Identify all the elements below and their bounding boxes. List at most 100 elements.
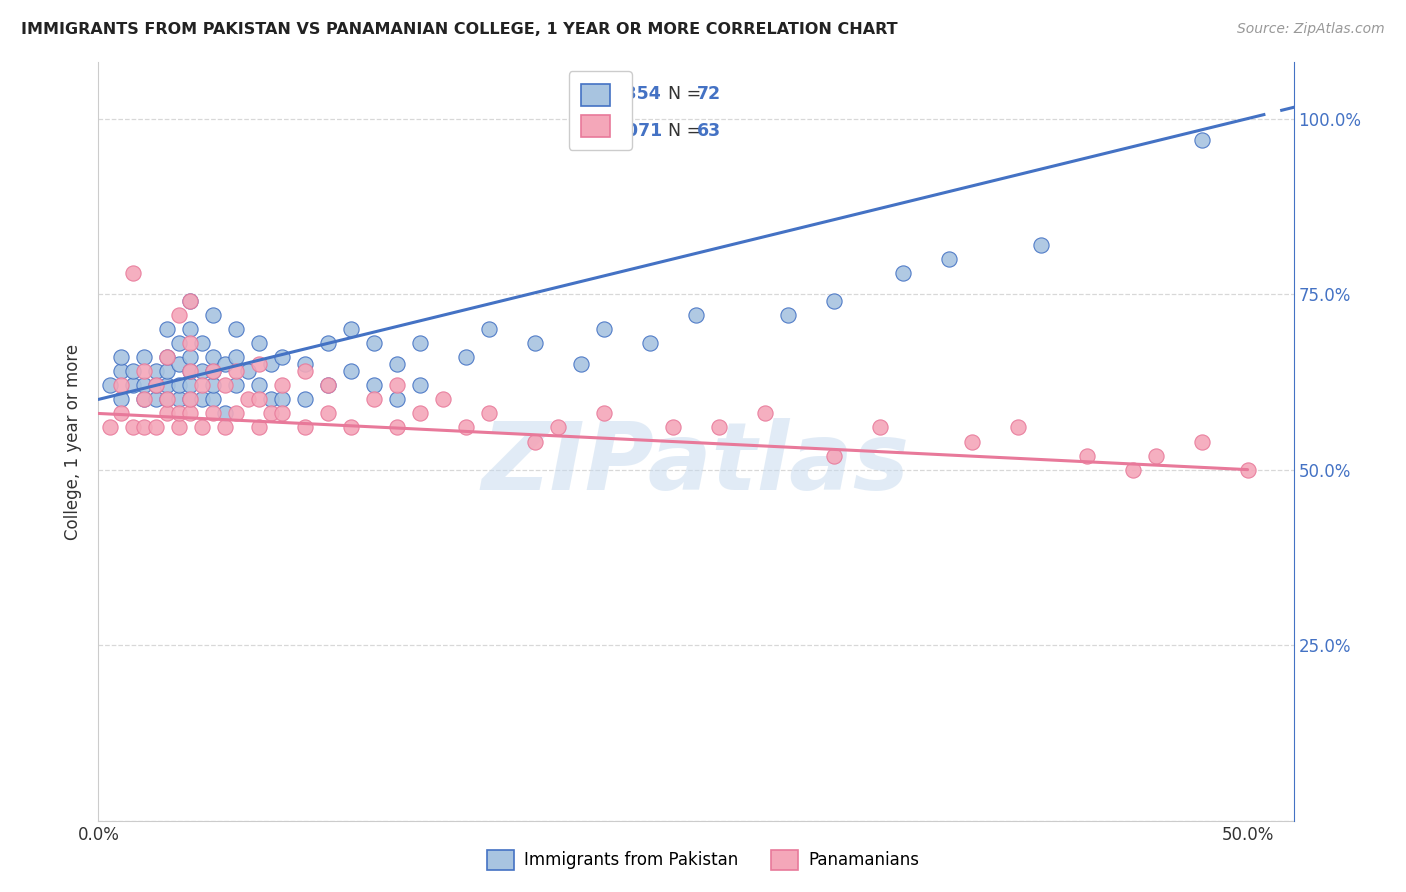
Point bbox=[456, 351, 478, 365]
Point bbox=[214, 378, 236, 392]
Point bbox=[179, 336, 201, 351]
Point bbox=[363, 336, 385, 351]
Point bbox=[294, 357, 316, 371]
Point bbox=[236, 392, 259, 407]
Point bbox=[316, 407, 339, 421]
Point bbox=[202, 364, 225, 378]
Point bbox=[191, 420, 214, 434]
Point bbox=[179, 351, 201, 365]
Point bbox=[134, 364, 156, 378]
Legend: Immigrants from Pakistan, Panamanians: Immigrants from Pakistan, Panamanians bbox=[481, 843, 925, 877]
Point bbox=[271, 407, 294, 421]
Point bbox=[179, 294, 201, 309]
Point bbox=[145, 378, 167, 392]
Point bbox=[122, 266, 145, 280]
Point bbox=[179, 294, 201, 309]
Point bbox=[134, 392, 156, 407]
Point bbox=[1236, 462, 1258, 476]
Point bbox=[1191, 133, 1213, 147]
Point bbox=[823, 294, 845, 309]
Point bbox=[432, 392, 454, 407]
Text: -0.071: -0.071 bbox=[600, 121, 662, 140]
Point bbox=[134, 378, 156, 392]
Point bbox=[316, 378, 339, 392]
Text: 72: 72 bbox=[697, 86, 721, 103]
Point bbox=[1007, 420, 1029, 434]
Point bbox=[524, 434, 547, 449]
Point bbox=[110, 351, 132, 365]
Point bbox=[685, 308, 707, 322]
Point bbox=[214, 407, 236, 421]
Point bbox=[179, 322, 201, 336]
Point bbox=[225, 322, 247, 336]
Point bbox=[134, 392, 156, 407]
Point bbox=[167, 357, 190, 371]
Point bbox=[202, 364, 225, 378]
Point bbox=[409, 336, 432, 351]
Point bbox=[294, 364, 316, 378]
Point bbox=[202, 407, 225, 421]
Point bbox=[156, 364, 179, 378]
Point bbox=[340, 420, 363, 434]
Point bbox=[110, 392, 132, 407]
Point bbox=[593, 322, 616, 336]
Point bbox=[110, 407, 132, 421]
Point bbox=[202, 351, 225, 365]
Point bbox=[340, 322, 363, 336]
Point bbox=[191, 336, 214, 351]
Text: ZIPatlas: ZIPatlas bbox=[482, 418, 910, 510]
Point bbox=[145, 378, 167, 392]
Point bbox=[1029, 238, 1052, 252]
Point bbox=[167, 308, 190, 322]
Point bbox=[271, 392, 294, 407]
Point bbox=[167, 407, 190, 421]
Point bbox=[202, 308, 225, 322]
Point bbox=[478, 322, 501, 336]
Point bbox=[156, 407, 179, 421]
Point bbox=[707, 420, 730, 434]
Point bbox=[225, 378, 247, 392]
Point bbox=[156, 322, 179, 336]
Point bbox=[1144, 449, 1167, 463]
Point bbox=[247, 336, 270, 351]
Point bbox=[385, 392, 409, 407]
Point bbox=[1122, 462, 1144, 476]
Point bbox=[156, 392, 179, 407]
Point bbox=[271, 378, 294, 392]
Point bbox=[98, 420, 121, 434]
Point bbox=[260, 357, 283, 371]
Point bbox=[754, 407, 776, 421]
Point bbox=[179, 392, 201, 407]
Text: N =: N = bbox=[657, 86, 706, 103]
Point bbox=[960, 434, 983, 449]
Point bbox=[122, 420, 145, 434]
Point bbox=[869, 420, 891, 434]
Point bbox=[456, 420, 478, 434]
Point bbox=[122, 364, 145, 378]
Point bbox=[547, 420, 569, 434]
Point bbox=[316, 378, 339, 392]
Point bbox=[98, 378, 121, 392]
Point bbox=[167, 392, 190, 407]
Point bbox=[179, 378, 201, 392]
Point bbox=[191, 364, 214, 378]
Point bbox=[225, 351, 247, 365]
Point bbox=[316, 336, 339, 351]
Point bbox=[236, 364, 259, 378]
Text: R =: R = bbox=[576, 121, 614, 140]
Point bbox=[179, 364, 201, 378]
Text: 0.354: 0.354 bbox=[600, 86, 661, 103]
Point bbox=[385, 357, 409, 371]
Point bbox=[134, 420, 156, 434]
Point bbox=[167, 336, 190, 351]
Point bbox=[938, 252, 960, 266]
Point bbox=[260, 407, 283, 421]
Point bbox=[1076, 449, 1098, 463]
Point bbox=[214, 420, 236, 434]
Point bbox=[363, 378, 385, 392]
Text: IMMIGRANTS FROM PAKISTAN VS PANAMANIAN COLLEGE, 1 YEAR OR MORE CORRELATION CHART: IMMIGRANTS FROM PAKISTAN VS PANAMANIAN C… bbox=[21, 22, 897, 37]
Point bbox=[145, 364, 167, 378]
Point bbox=[179, 407, 201, 421]
Point bbox=[260, 392, 283, 407]
Point bbox=[569, 357, 592, 371]
